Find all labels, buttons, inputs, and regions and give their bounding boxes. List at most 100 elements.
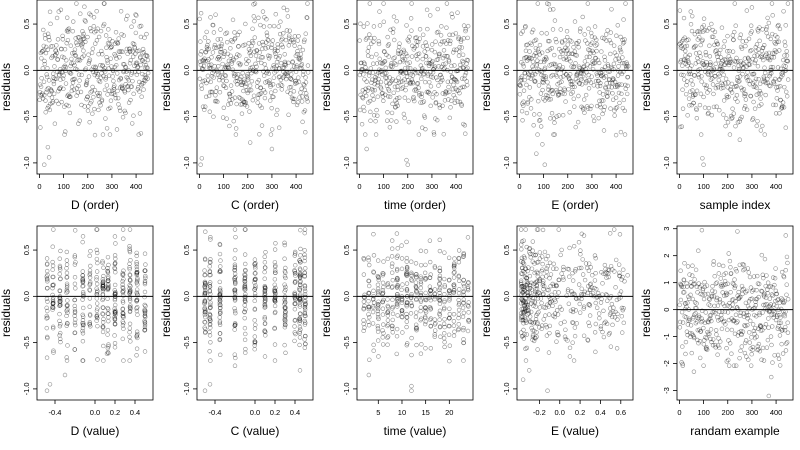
data-point: [74, 67, 80, 72]
data-point: [105, 332, 110, 337]
data-point: [557, 63, 562, 68]
data-point: [133, 60, 139, 66]
data-point: [748, 48, 753, 54]
data-point: [526, 75, 531, 80]
data-point: [115, 71, 120, 76]
data-point: [78, 89, 84, 95]
data-point: [559, 67, 564, 72]
data-point: [291, 99, 296, 105]
data-point: [717, 108, 722, 113]
data-point: [205, 59, 210, 64]
data-point: [282, 256, 287, 261]
data-point: [547, 260, 553, 265]
data-point: [365, 49, 371, 54]
data-point: [283, 71, 288, 76]
data-point: [385, 94, 391, 99]
data-point: [784, 254, 790, 260]
data-point: [560, 65, 566, 70]
data-point: [403, 87, 408, 93]
data-point: [764, 24, 770, 30]
data-point: [582, 110, 587, 115]
data-point: [213, 93, 218, 98]
data-point: [605, 62, 611, 67]
data-point: [57, 256, 62, 261]
data-point: [41, 79, 47, 84]
data-point: [558, 75, 564, 80]
data-point: [138, 23, 144, 29]
data-point: [400, 79, 405, 84]
data-point: [589, 34, 595, 39]
data-point: [209, 74, 215, 79]
data-point: [295, 38, 300, 43]
data-point: [64, 249, 70, 255]
data-point: [725, 327, 730, 332]
data-point: [567, 76, 572, 82]
data-point: [295, 100, 301, 105]
data-point: [389, 110, 395, 116]
data-point: [80, 41, 85, 46]
data-point: [294, 63, 300, 68]
data-point: [411, 94, 416, 100]
data-point: [595, 103, 600, 109]
data-point: [544, 95, 550, 101]
data-point: [276, 56, 281, 61]
data-point: [285, 89, 290, 94]
data-point: [748, 318, 753, 324]
data-point: [391, 56, 396, 61]
data-point: [99, 97, 105, 103]
data-point: [400, 282, 405, 287]
data-point: [200, 104, 206, 109]
data-point: [733, 312, 739, 318]
data-point: [47, 92, 52, 98]
data-point: [406, 119, 412, 125]
data-point: [386, 54, 391, 59]
data-point: [80, 34, 86, 39]
data-point: [242, 337, 248, 343]
data-point: [693, 267, 699, 273]
data-point: [109, 64, 114, 69]
data-point: [264, 30, 270, 35]
residual-panel: 0 100 200 300 400-1.0-0.50.00.5C (order)resi…: [159, 0, 314, 212]
data-point: [95, 90, 100, 96]
data-point: [217, 315, 222, 320]
data-point: [443, 89, 449, 94]
plot-frame: [196, 225, 314, 401]
data-point: [228, 46, 233, 51]
data-point: [532, 71, 538, 77]
data-point: [136, 85, 141, 90]
data-point: [104, 45, 109, 50]
data-point: [601, 98, 606, 103]
data-point: [68, 71, 74, 76]
data-point: [304, 91, 309, 96]
data-point: [109, 91, 115, 97]
data-point: [127, 261, 132, 267]
data-point: [64, 270, 70, 276]
data-point: [140, 58, 146, 63]
data-point: [367, 357, 372, 362]
data-point: [554, 339, 559, 344]
data-point: [269, 146, 275, 152]
data-point: [112, 92, 118, 98]
data-point: [454, 68, 459, 74]
data-point: [562, 37, 568, 43]
data-point: [785, 297, 791, 302]
data-point: [446, 57, 452, 63]
data-point: [273, 12, 278, 17]
data-point: [245, 74, 250, 79]
data-point: [436, 29, 441, 35]
y-axis-label: residuals: [159, 289, 173, 337]
data-point: [524, 82, 529, 88]
data-points: [37, 1, 151, 167]
data-point: [364, 68, 369, 74]
data-point: [372, 87, 378, 93]
data-point: [373, 132, 379, 137]
data-point: [126, 87, 131, 93]
data-point: [562, 91, 567, 97]
data-point: [217, 331, 223, 336]
data-point: [464, 57, 470, 63]
data-point: [575, 119, 581, 125]
data-point: [560, 113, 566, 118]
data-point: [85, 94, 90, 99]
data-point: [729, 90, 735, 95]
data-point: [242, 79, 247, 85]
